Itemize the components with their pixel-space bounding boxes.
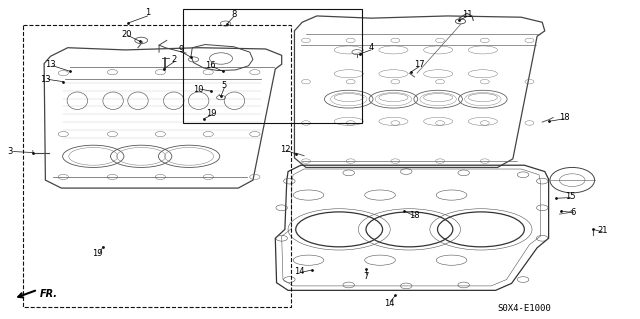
Text: 18: 18 (409, 211, 420, 219)
Text: 6: 6 (571, 208, 576, 217)
Text: 13: 13 (40, 75, 51, 84)
Text: 14: 14 (294, 267, 305, 276)
Text: 19: 19 (206, 109, 217, 118)
Text: FR.: FR. (40, 289, 58, 299)
Text: 18: 18 (559, 113, 569, 122)
Text: 16: 16 (205, 61, 216, 70)
Text: 19: 19 (93, 249, 103, 258)
Text: 15: 15 (565, 191, 575, 201)
Text: 10: 10 (193, 85, 204, 94)
Text: 20: 20 (122, 30, 132, 39)
Text: 12: 12 (280, 145, 290, 154)
Text: 7: 7 (364, 272, 369, 281)
Text: 11: 11 (461, 10, 472, 19)
Text: 3: 3 (7, 147, 12, 156)
Text: 1: 1 (145, 8, 150, 17)
Text: 5: 5 (221, 81, 227, 90)
Text: 4: 4 (369, 43, 374, 52)
Text: 17: 17 (413, 60, 424, 69)
Bar (23, 25, 291, 307)
Text: 21: 21 (597, 226, 607, 234)
Text: S0X4-E1000: S0X4-E1000 (497, 304, 551, 313)
Text: 8: 8 (231, 10, 236, 19)
Text: 14: 14 (384, 299, 394, 308)
Bar (182, 9, 362, 123)
Text: 13: 13 (45, 60, 56, 69)
Text: 2: 2 (172, 55, 177, 64)
Text: 9: 9 (178, 45, 184, 54)
